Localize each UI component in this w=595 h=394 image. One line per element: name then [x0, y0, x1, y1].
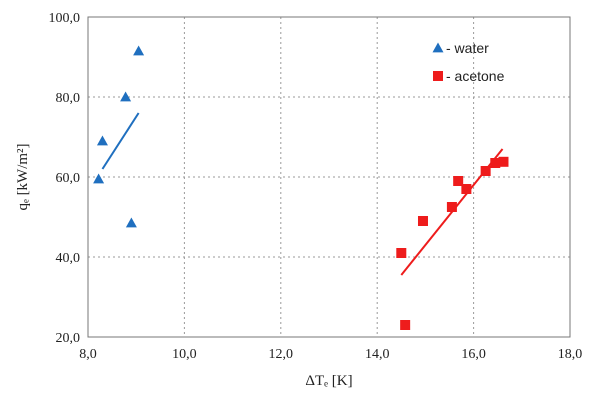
- legend: - water - acetone: [432, 40, 505, 84]
- data-point-acetone: [446, 202, 457, 212]
- x-tick-label: 16,0: [461, 347, 486, 362]
- data-point-acetone: [490, 158, 501, 168]
- data-point-water: [133, 45, 145, 56]
- y-axis-title: qₑ [kW/m²]: [15, 143, 31, 210]
- data-point-acetone: [498, 156, 509, 167]
- y-tick-label: 20,0: [56, 331, 81, 346]
- x-tick-label: 10,0: [172, 347, 197, 362]
- data-point-water: [125, 217, 137, 228]
- y-tick-label: 80,0: [56, 91, 81, 106]
- data-point-acetone: [400, 320, 411, 330]
- x-tick-label: 8,0: [79, 347, 97, 362]
- x-tick-label: 12,0: [269, 347, 294, 362]
- data-point-acetone: [480, 166, 491, 176]
- legend-label-water: - water: [446, 40, 489, 56]
- legend-marker-acetone: [433, 71, 443, 81]
- data-point-water: [96, 135, 108, 146]
- y-tick-label: 40,0: [56, 251, 81, 266]
- legend-label-acetone: - acetone: [446, 68, 505, 84]
- y-tick-label: 60,0: [56, 171, 81, 186]
- trendline-water: [101, 112, 140, 170]
- y-tick-label: 100,0: [49, 11, 81, 26]
- data-point-acetone: [417, 216, 428, 226]
- data-point-water: [93, 173, 105, 184]
- grid-lines: [88, 17, 570, 337]
- x-tick-label: 18,0: [558, 347, 583, 362]
- data-point-acetone: [396, 248, 407, 258]
- tick-labels: 8,0 10,0 12,0 14,0 16,0 18,0 20,0 40,0 60,0 80,0 1…: [49, 11, 583, 362]
- data-point-acetone: [461, 184, 472, 194]
- legend-marker-water: [432, 42, 444, 53]
- plot-frame: [87, 16, 571, 338]
- data-layer: [93, 45, 509, 330]
- x-axis-title: ΔTₑ [K]: [305, 373, 352, 389]
- data-point-acetone: [453, 176, 464, 186]
- data-point-water: [120, 91, 132, 102]
- x-tick-label: 14,0: [365, 347, 390, 362]
